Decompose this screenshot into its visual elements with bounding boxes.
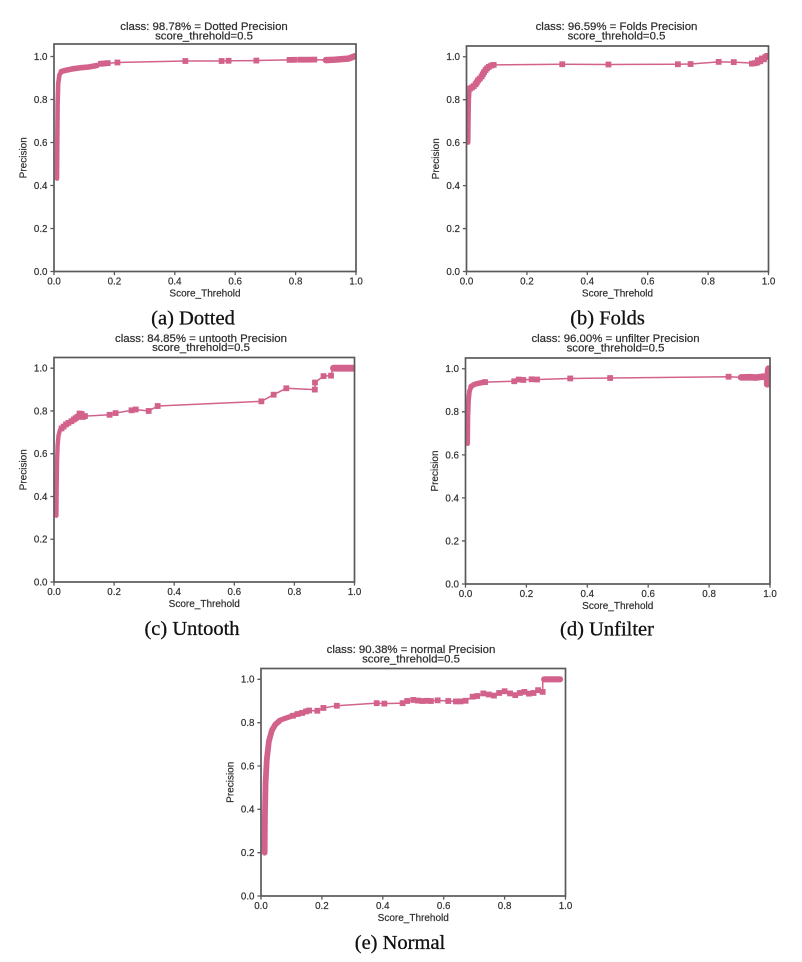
svg-text:0.8: 0.8 [702, 589, 716, 600]
svg-text:0.2: 0.2 [34, 535, 48, 546]
svg-text:0.8: 0.8 [701, 276, 715, 287]
svg-text:0.0: 0.0 [241, 891, 255, 902]
svg-text:0.2: 0.2 [520, 589, 534, 600]
svg-text:1.0: 1.0 [34, 52, 48, 63]
svg-text:0.0: 0.0 [34, 577, 48, 588]
svg-text:0.8: 0.8 [498, 901, 512, 912]
svg-text:Precision: Precision [19, 449, 30, 490]
svg-text:0.0: 0.0 [254, 901, 268, 912]
svg-text:0.4: 0.4 [168, 276, 182, 287]
svg-text:1.0: 1.0 [241, 675, 255, 686]
svg-text:0.0: 0.0 [47, 276, 61, 287]
svg-text:0.4: 0.4 [241, 805, 255, 816]
svg-text:(e) Normal: (e) Normal [355, 932, 446, 954]
svg-text:0.8: 0.8 [288, 587, 302, 598]
svg-text:0.4: 0.4 [34, 492, 48, 503]
svg-text:score_threhold=0.5: score_threhold=0.5 [155, 30, 253, 42]
svg-text:1.0: 1.0 [445, 364, 459, 375]
svg-text:Precision: Precision [430, 450, 441, 491]
svg-text:0.8: 0.8 [446, 95, 460, 106]
svg-text:Score_Threhold: Score_Threhold [169, 599, 240, 610]
svg-text:0.4: 0.4 [445, 493, 459, 504]
svg-text:1.0: 1.0 [34, 364, 48, 375]
svg-text:1.0: 1.0 [559, 901, 573, 912]
svg-text:0.2: 0.2 [107, 587, 121, 598]
svg-text:class: 90.38% = normal Precisi: class: 90.38% = normal Precision [327, 644, 496, 656]
svg-text:0.4: 0.4 [580, 589, 594, 600]
svg-text:class: 98.78% = Dotted Precisi: class: 98.78% = Dotted Precision [120, 21, 287, 33]
svg-text:0.4: 0.4 [446, 181, 460, 192]
svg-text:0.6: 0.6 [446, 138, 460, 149]
svg-text:0.8: 0.8 [34, 406, 48, 417]
svg-text:0.4: 0.4 [34, 181, 48, 192]
svg-text:0.0: 0.0 [445, 579, 459, 590]
svg-text:0.6: 0.6 [241, 761, 255, 772]
svg-text:Precision: Precision [19, 137, 30, 178]
svg-text:1.0: 1.0 [348, 587, 362, 598]
svg-text:0.0: 0.0 [34, 267, 48, 278]
svg-text:score_threhold=0.5: score_threhold=0.5 [362, 654, 460, 666]
svg-text:0.2: 0.2 [241, 848, 255, 859]
svg-text:1.0: 1.0 [763, 589, 777, 600]
svg-text:(a) Dotted: (a) Dotted [151, 308, 235, 330]
svg-text:0.2: 0.2 [108, 276, 122, 287]
svg-text:class: 96.00% = unfilter Preci: class: 96.00% = unfilter Precision [531, 333, 699, 345]
svg-text:0.8: 0.8 [34, 95, 48, 106]
svg-text:0.6: 0.6 [228, 276, 242, 287]
svg-text:0.0: 0.0 [460, 276, 474, 287]
svg-text:Score_Threhold: Score_Threhold [378, 913, 449, 924]
svg-text:0.6: 0.6 [227, 587, 241, 598]
svg-text:0.6: 0.6 [34, 449, 48, 460]
svg-text:0.2: 0.2 [520, 276, 534, 287]
svg-text:0.8: 0.8 [241, 718, 255, 729]
svg-text:Precision: Precision [226, 762, 237, 803]
svg-text:Score_Threhold: Score_Threhold [582, 601, 653, 612]
svg-text:0.2: 0.2 [445, 536, 459, 547]
svg-text:0.6: 0.6 [641, 276, 655, 287]
svg-text:0.6: 0.6 [34, 138, 48, 149]
svg-text:0.2: 0.2 [34, 224, 48, 235]
svg-text:(b) Folds: (b) Folds [570, 308, 645, 330]
svg-text:0.4: 0.4 [580, 276, 594, 287]
svg-text:1.0: 1.0 [446, 52, 460, 63]
svg-text:0.4: 0.4 [167, 587, 181, 598]
svg-text:score_threhold=0.5: score_threhold=0.5 [567, 342, 665, 354]
svg-text:1.0: 1.0 [349, 276, 363, 287]
svg-text:0.0: 0.0 [446, 267, 460, 278]
svg-text:class: 84.85% = untooth Precis: class: 84.85% = untooth Precision [115, 333, 287, 345]
svg-text:0.0: 0.0 [459, 589, 473, 600]
svg-text:0.2: 0.2 [446, 224, 460, 235]
svg-text:Score_Threhold: Score_Threhold [169, 289, 240, 300]
svg-text:0.6: 0.6 [445, 450, 459, 461]
svg-text:0.6: 0.6 [641, 589, 655, 600]
svg-text:0.0: 0.0 [47, 587, 61, 598]
svg-text:score_threhold=0.5: score_threhold=0.5 [568, 31, 666, 43]
svg-text:0.8: 0.8 [289, 276, 303, 287]
svg-text:(d) Unfilter: (d) Unfilter [560, 619, 654, 641]
svg-text:1.0: 1.0 [762, 276, 776, 287]
svg-text:Score_Threhold: Score_Threhold [582, 289, 653, 300]
svg-text:0.8: 0.8 [445, 407, 459, 418]
svg-text:0.4: 0.4 [376, 901, 390, 912]
svg-text:class: 96.59% = Folds Precisio: class: 96.59% = Folds Precision [536, 21, 698, 33]
svg-text:score_threhold=0.5: score_threhold=0.5 [152, 342, 250, 354]
svg-text:0.2: 0.2 [315, 901, 329, 912]
svg-text:0.6: 0.6 [437, 901, 451, 912]
svg-text:Precision: Precision [431, 138, 442, 179]
svg-text:(c) Untooth: (c) Untooth [144, 618, 239, 640]
